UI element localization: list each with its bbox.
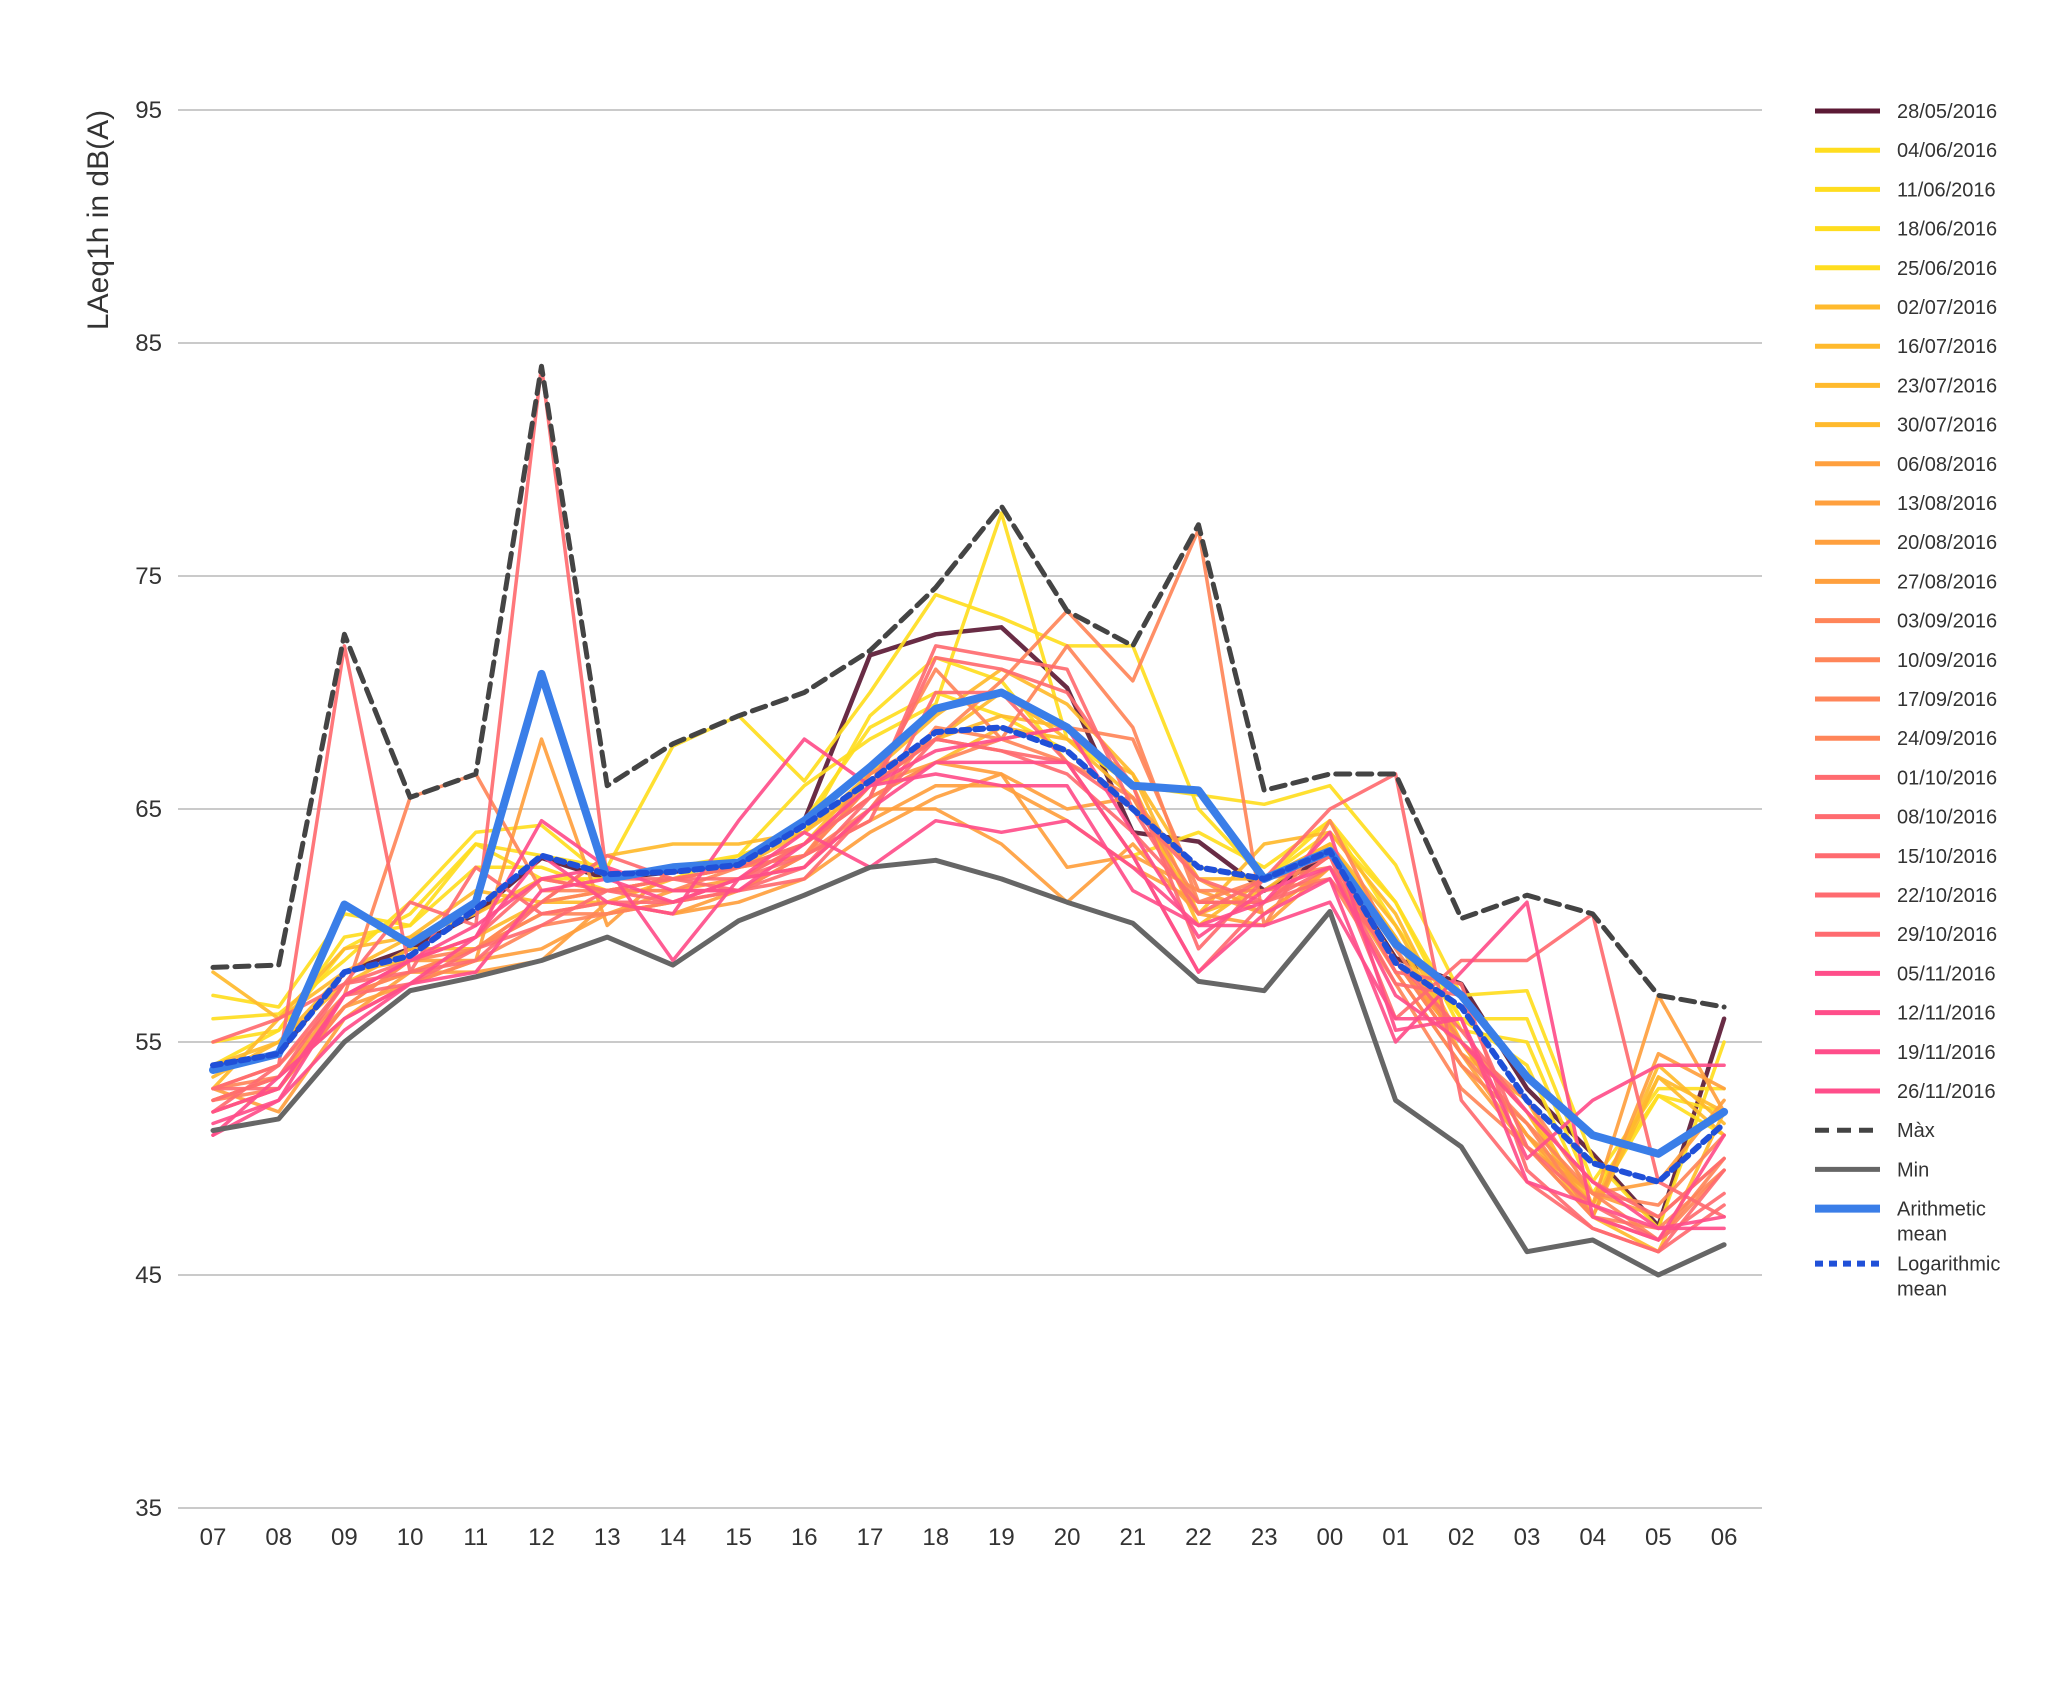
series-line-26-11-2016 — [211, 737, 1726, 1161]
series-line-05-11-2016 — [211, 760, 1726, 1242]
x-tick-label: 19 — [988, 1524, 1015, 1551]
legend-label: 08/10/2016 — [1897, 807, 1997, 829]
legend-label: 04/06/2016 — [1897, 140, 1997, 162]
y-tick-label: 65 — [135, 796, 162, 823]
x-tick-label: 16 — [791, 1524, 818, 1551]
series-line-08-10-2016 — [211, 644, 1726, 1254]
legend-label: 01/10/2016 — [1897, 767, 1997, 789]
legend-label: 11/06/2016 — [1897, 179, 1996, 201]
x-tick-label: 08 — [265, 1524, 292, 1551]
x-tick-label: 22 — [1185, 1524, 1212, 1551]
series-line-17-09-2016 — [211, 737, 1726, 1207]
series-line-04-06-2016 — [211, 511, 1726, 1231]
y-axis-ticks: 95 85 75 65 55 45 35 — [135, 97, 162, 1522]
x-tick-label: 15 — [725, 1524, 752, 1551]
series-line-29-10-2016 — [211, 690, 1726, 1242]
series-line-19-11-2016 — [211, 725, 1726, 1231]
legend-label: 30/07/2016 — [1897, 415, 1997, 437]
x-tick-label: 14 — [660, 1524, 687, 1551]
legend-label: 24/09/2016 — [1897, 728, 1997, 750]
legend-label: 23/07/2016 — [1897, 375, 1997, 397]
legend-label: 16/07/2016 — [1897, 336, 1997, 358]
x-tick-label: 20 — [1054, 1524, 1081, 1551]
legend-label: Min — [1897, 1159, 1929, 1181]
series-line-18-06-2016 — [211, 655, 1726, 1207]
y-tick-label: 95 — [135, 97, 162, 124]
gridlines — [178, 109, 1762, 1509]
x-tick-label: 13 — [594, 1524, 621, 1551]
legend-label: Màx — [1897, 1120, 1935, 1142]
legend-label: 12/11/2016 — [1897, 1003, 1996, 1025]
series-line-13-08-2016 — [211, 772, 1726, 1219]
x-tick-label: 21 — [1119, 1524, 1146, 1551]
x-tick-label: 18 — [922, 1524, 949, 1551]
legend-label: Arithmetic mean — [1897, 1199, 1986, 1246]
x-tick-label: 07 — [200, 1524, 227, 1551]
legend-label: 18/06/2016 — [1897, 219, 1997, 241]
legend-label: 17/09/2016 — [1897, 689, 1997, 711]
legend-label: Logarithmic mean — [1897, 1254, 2000, 1301]
legend-label: 03/09/2016 — [1897, 611, 1997, 633]
x-tick-label: 00 — [1317, 1524, 1344, 1551]
x-tick-label: 02 — [1448, 1524, 1475, 1551]
legend-label: 05/11/2016 — [1897, 963, 1996, 985]
y-tick-label: 35 — [135, 1495, 162, 1522]
y-tick-label: 85 — [135, 330, 162, 357]
x-tick-label: 10 — [397, 1524, 424, 1551]
legend: 28/05/2016 04/06/2016 11/06/2016 18/06/2016… — [1815, 101, 2000, 1301]
legend-label: 20/08/2016 — [1897, 532, 1997, 554]
legend-label: 06/08/2016 — [1897, 454, 1997, 476]
x-tick-label: 23 — [1251, 1524, 1278, 1551]
legend-label: 26/11/2016 — [1897, 1081, 1996, 1103]
y-tick-label: 45 — [135, 1262, 162, 1289]
y-axis-label: LAeq1h in dB(A) — [82, 110, 115, 330]
legend-label: 10/09/2016 — [1897, 650, 1997, 672]
legend-label: 19/11/2016 — [1897, 1042, 1996, 1064]
legend-label: 13/08/2016 — [1897, 493, 1997, 515]
y-tick-label: 75 — [135, 563, 162, 590]
series-line-arithmetic-mean — [209, 669, 1729, 1158]
series-line-27-08-2016 — [211, 760, 1726, 1219]
legend-label: 15/10/2016 — [1897, 846, 1997, 868]
series-line-logarithmic-mean — [210, 724, 1728, 1185]
series-line-min — [210, 857, 1727, 1278]
x-tick-label: 11 — [463, 1524, 488, 1551]
x-tick-label: 05 — [1645, 1524, 1672, 1551]
x-axis-ticks: 07 08 09 10 11 12 13 14 15 16 17 18 19 20 21 22 23 00 01 02… — [200, 1524, 1738, 1551]
legend-label: 29/10/2016 — [1897, 924, 1997, 946]
legend-label: 28/05/2016 — [1897, 101, 1997, 123]
x-tick-label: 09 — [331, 1524, 358, 1551]
legend-label: 02/07/2016 — [1897, 297, 1997, 319]
x-tick-label: 04 — [1579, 1524, 1606, 1551]
x-tick-label: 17 — [857, 1524, 884, 1551]
series-lines — [209, 363, 1729, 1278]
series-line-m-x — [210, 363, 1727, 1010]
x-tick-label: 03 — [1514, 1524, 1541, 1551]
legend-label: 25/06/2016 — [1897, 258, 1997, 280]
legend-label: 22/10/2016 — [1897, 885, 1997, 907]
x-tick-label: 12 — [528, 1524, 555, 1551]
series-line-24-09-2016 — [211, 725, 1726, 1231]
x-tick-label: 01 — [1382, 1524, 1409, 1551]
series-line-28-05-2016 — [210, 625, 1727, 1229]
y-tick-label: 55 — [135, 1029, 162, 1056]
x-tick-label: 06 — [1711, 1524, 1738, 1551]
legend-label: 27/08/2016 — [1897, 571, 1997, 593]
